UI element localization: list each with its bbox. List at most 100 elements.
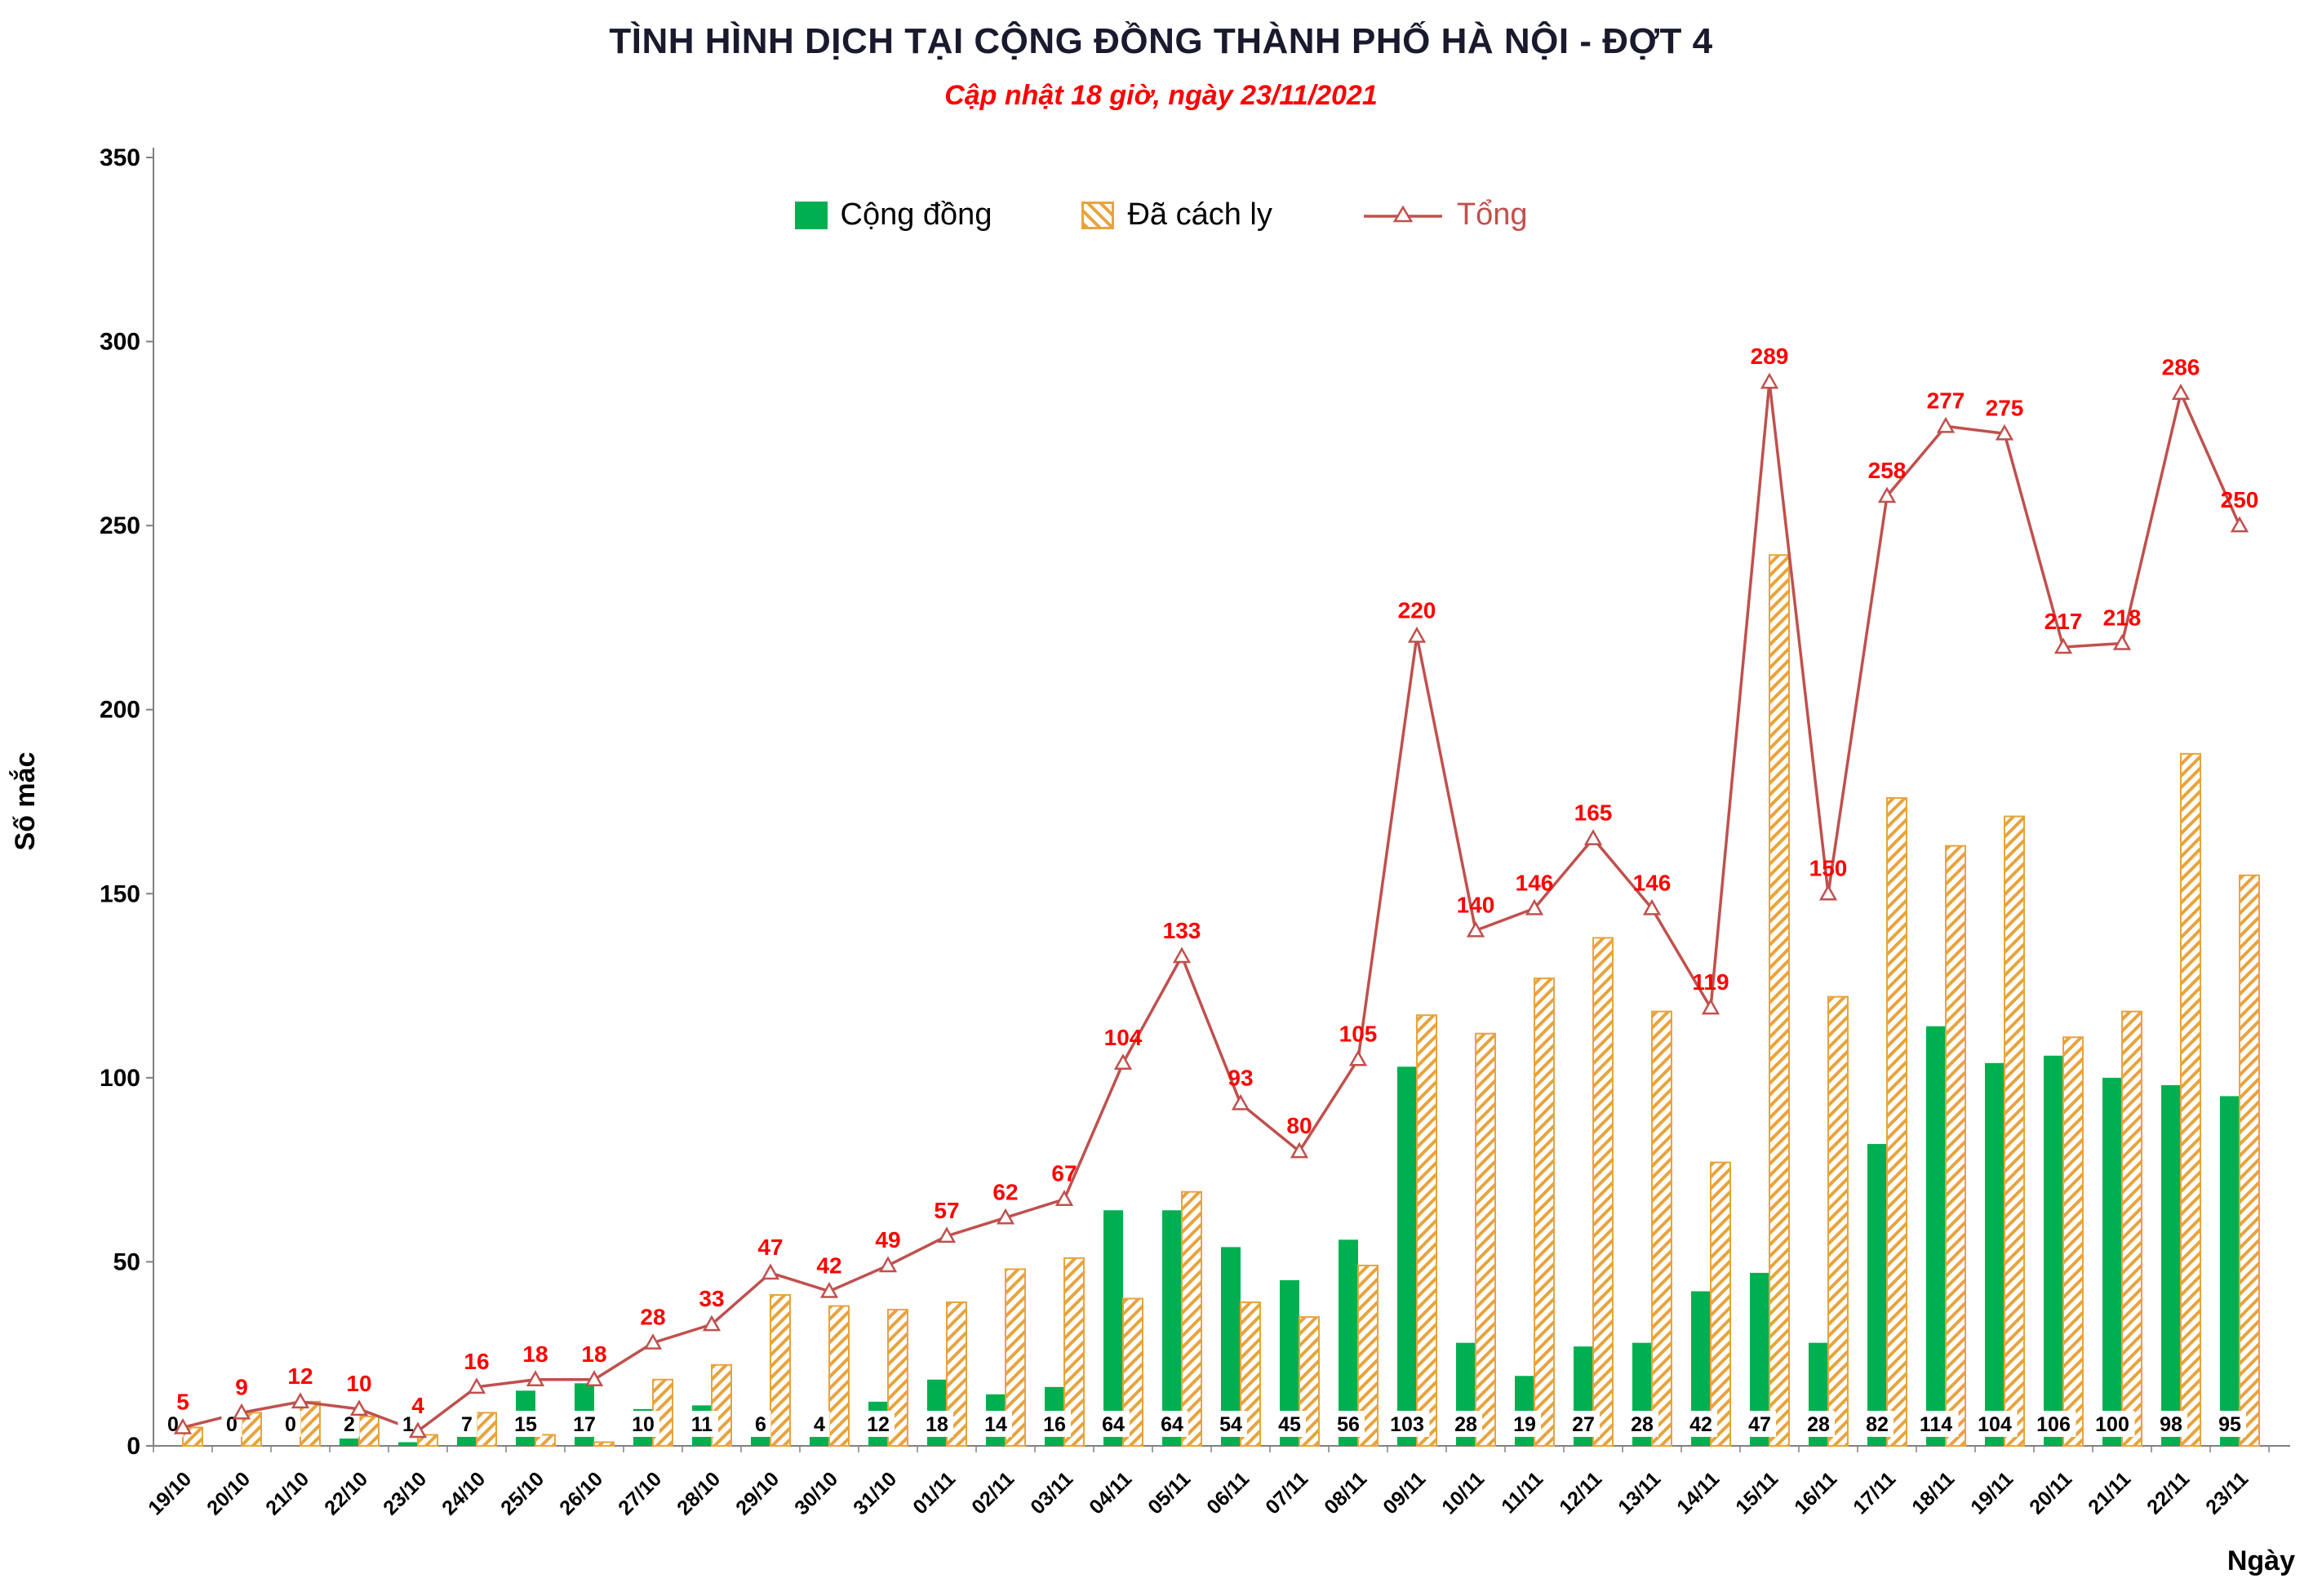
x-tick-label: 06/11 <box>1202 1467 1254 1518</box>
total-marker <box>1877 486 1897 503</box>
x-tick-label: 14/11 <box>1672 1467 1724 1518</box>
chart-legend: Cộng đồng Đã cách ly Tổng <box>0 197 2322 233</box>
community-value-label: 11 <box>691 1413 713 1436</box>
total-marker <box>2112 633 2132 650</box>
community-label-box <box>686 1411 718 1437</box>
bar-community <box>2044 1055 2063 1446</box>
community-value-label: 56 <box>1337 1413 1360 1436</box>
total-marker <box>408 1421 428 1439</box>
community-labels-layer: 0 0 0 2 1 7 15 17 10 11 6 4 12 18 14 16 64 64 54 45 56 103 28 1… <box>162 1411 2246 1437</box>
bar-community <box>2102 1077 2122 1446</box>
community-label-box <box>568 1411 601 1437</box>
total-marker <box>1583 829 1603 845</box>
community-value-label: 28 <box>1631 1413 1654 1436</box>
y-tick-label: 50 <box>113 1248 140 1275</box>
x-tick-label: 05/11 <box>1143 1467 1195 1518</box>
total-marker <box>819 1281 839 1298</box>
total-marker <box>1936 416 1956 433</box>
community-value-label: 28 <box>1807 1413 1830 1436</box>
community-value-label: 104 <box>1978 1413 2012 1436</box>
total-value-label: 93 <box>1228 1065 1253 1090</box>
bar-quarantined <box>1769 554 1790 1447</box>
total-marker <box>1054 1190 1074 1206</box>
bar-quarantined <box>1886 796 1907 1447</box>
x-tick-label: 21/10 <box>261 1467 313 1519</box>
bar-community <box>1867 1144 1887 1446</box>
community-value-label: 64 <box>1161 1413 1183 1436</box>
total-value-label: 42 <box>816 1253 841 1279</box>
community-label-box <box>509 1411 542 1437</box>
bar-quarantined <box>1416 1014 1437 1447</box>
y-tick-label: 300 <box>100 329 140 356</box>
legend-item-community: Cộng đồng <box>794 197 992 233</box>
bar-quarantined <box>828 1305 850 1447</box>
community-value-label: 14 <box>984 1413 1007 1436</box>
total-value-label: 16 <box>464 1349 489 1374</box>
total-marker <box>349 1399 369 1416</box>
community-value-label: 18 <box>926 1413 948 1436</box>
x-tick-label: 25/10 <box>496 1467 548 1519</box>
community-value-label: 82 <box>1866 1413 1889 1436</box>
x-tick-label: 20/10 <box>202 1467 255 1519</box>
total-value-label: 18 <box>522 1341 548 1367</box>
total-value-label: 5 <box>176 1389 189 1414</box>
total-marker <box>1172 947 1192 964</box>
total-marker <box>1995 423 2014 441</box>
bar-community <box>1103 1210 1123 1446</box>
total-marker <box>1818 884 1838 901</box>
total-value-label: 28 <box>640 1305 665 1330</box>
bar-community <box>1926 1026 1946 1446</box>
total-marker <box>526 1370 545 1387</box>
total-value-label: 33 <box>699 1286 724 1311</box>
community-label-box <box>2213 1411 2246 1437</box>
community-value-label: 6 <box>755 1413 766 1436</box>
legend-label-total: Tổng <box>1456 197 1528 232</box>
community-label-box <box>1332 1411 1365 1437</box>
bar-quarantined <box>2180 752 2201 1447</box>
community-label-box <box>979 1411 1012 1437</box>
community-label-box <box>627 1411 659 1437</box>
community-label-box <box>1038 1411 1071 1437</box>
bar-quarantined <box>2062 1036 2084 1447</box>
total-value-label: 275 <box>1986 395 2024 420</box>
x-tick-label: 01/11 <box>908 1467 960 1518</box>
total-line <box>182 381 2241 1433</box>
community-label-box <box>1626 1411 1658 1437</box>
x-tick-label: 23/10 <box>379 1467 431 1519</box>
community-label-box <box>1743 1411 1776 1437</box>
total-value-label: 277 <box>1927 388 1965 413</box>
x-tick-label: 22/10 <box>320 1467 372 1519</box>
x-tick-label: 13/11 <box>1614 1467 1665 1518</box>
community-value-label: 0 <box>285 1413 296 1436</box>
bar-quarantined <box>1710 1161 1731 1447</box>
x-tick-label: 24/10 <box>437 1467 490 1519</box>
bar-quarantined <box>1592 937 1614 1447</box>
quarantined-swatch-icon <box>1081 201 1115 229</box>
total-marker <box>2171 383 2191 400</box>
bar-community <box>2220 1096 2240 1446</box>
community-value-label: 54 <box>1219 1413 1242 1436</box>
total-value-label: 258 <box>1868 458 1907 483</box>
community-label-box <box>1861 1411 1894 1437</box>
x-tick-label: 09/11 <box>1379 1467 1430 1518</box>
total-value-label: 165 <box>1574 800 1613 826</box>
total-value-label: 250 <box>2221 487 2259 512</box>
total-marker <box>584 1370 604 1387</box>
total-marker <box>467 1377 486 1394</box>
bar-community <box>2161 1084 2181 1446</box>
x-tick-label: 29/10 <box>731 1467 784 1519</box>
bar-quarantined <box>358 1415 380 1447</box>
community-label-box <box>2155 1411 2187 1437</box>
community-value-label: 106 <box>2036 1413 2071 1436</box>
x-tick-label: 17/11 <box>1849 1467 1900 1518</box>
total-value-label: 105 <box>1339 1021 1378 1046</box>
community-label-box <box>1913 1411 1959 1437</box>
community-label-box <box>2089 1411 2135 1437</box>
bar-quarantined <box>1534 978 1555 1447</box>
legend-item-quarantined: Đã cách ly <box>1081 197 1272 233</box>
community-value-label: 100 <box>2095 1413 2129 1436</box>
total-marker <box>173 1417 193 1434</box>
total-marker <box>291 1392 310 1409</box>
legend-item-total: Tổng <box>1362 197 1528 233</box>
bar-quarantined <box>1945 845 1966 1447</box>
